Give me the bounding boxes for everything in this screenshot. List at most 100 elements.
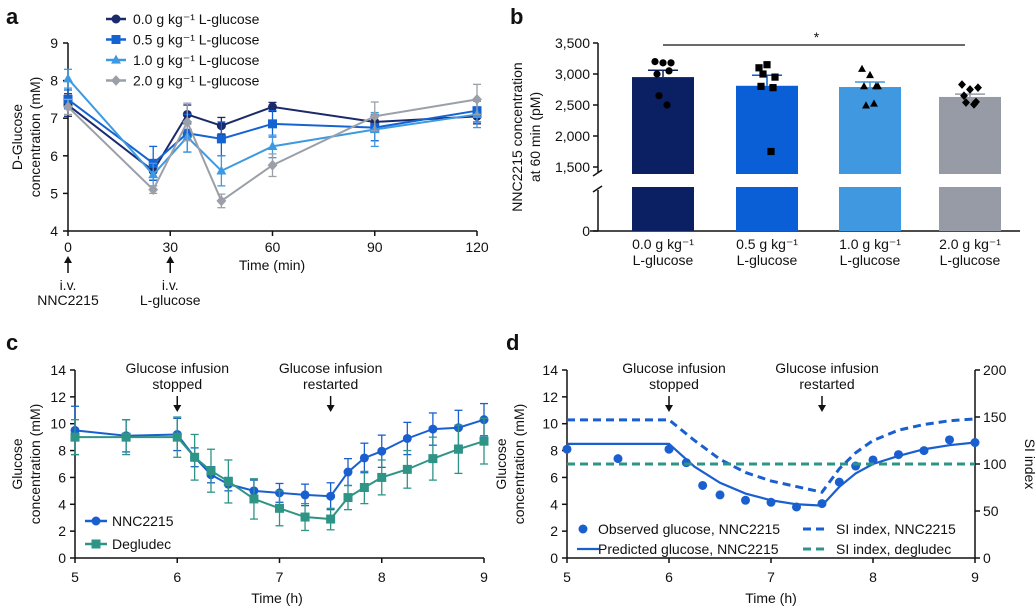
axis-label-line: Glucose <box>9 438 25 490</box>
y-axis-label: NNC2215 concentration at 60 min (pM) <box>509 62 543 211</box>
bar-upper <box>839 87 901 174</box>
data-point <box>428 454 438 464</box>
legend-item: 1.0 g kg⁻¹ L-glucose <box>106 52 260 68</box>
series-1 <box>70 416 489 532</box>
data-point <box>343 493 353 503</box>
y-tick-label: 4 <box>550 496 558 512</box>
data-point <box>655 92 663 100</box>
legend-item: NNC2215 <box>85 513 174 529</box>
data-point <box>613 454 623 464</box>
data-point <box>402 433 412 443</box>
data-point <box>402 464 412 474</box>
data-point <box>148 184 159 196</box>
data-point <box>121 432 131 442</box>
bar-group-0: 0.0 g kg⁻¹L-glucose <box>632 58 694 268</box>
bar-lower <box>736 187 798 231</box>
data-point <box>962 98 970 107</box>
data-point <box>862 101 870 109</box>
data-point <box>698 480 708 490</box>
data-point <box>216 195 227 207</box>
legend-label: SI index, NNC2215 <box>836 521 956 537</box>
panel-label-b: b <box>510 4 523 29</box>
arrow-head <box>818 405 826 412</box>
bar-lower <box>632 187 694 231</box>
data-point <box>767 147 775 156</box>
legend-label: SI index, degludec <box>836 541 951 557</box>
y-axis-label: Glucose concentration (mM) <box>9 404 43 525</box>
legend-marker <box>111 54 121 64</box>
bar-upper <box>632 77 694 174</box>
data-point <box>343 467 353 477</box>
legend-item: SI index, NNC2215 <box>803 521 956 537</box>
x-tick-label: 90 <box>367 239 383 255</box>
y-tick-label: 2,500 <box>555 97 590 113</box>
data-point <box>63 73 73 83</box>
data-point <box>63 101 73 113</box>
category-label: L-glucose <box>940 252 1001 268</box>
data-point <box>860 82 868 90</box>
data-point <box>872 82 880 90</box>
legend-item: 0.0 g kg⁻¹ L-glucose <box>106 11 260 27</box>
arrow-down-icon <box>173 396 182 412</box>
data-point <box>769 84 777 92</box>
legend-marker <box>578 524 588 534</box>
series-2 <box>567 417 976 494</box>
data-point <box>190 452 200 462</box>
y-tick-label: 7 <box>50 110 58 126</box>
annotation-text: stopped <box>152 376 202 392</box>
data-point <box>369 110 380 122</box>
y-tick-label: 14 <box>50 362 66 378</box>
x-tick-label: 5 <box>563 569 571 585</box>
data-point <box>866 70 874 79</box>
data-point <box>667 59 675 67</box>
legend-label: 2.0 g kg⁻¹ L-glucose <box>133 73 260 89</box>
data-point <box>70 432 80 442</box>
data-point <box>651 58 659 66</box>
x-tick-label: 120 <box>465 239 489 255</box>
data-point <box>659 59 667 67</box>
legend-label: Predicted glucose, NNC2215 <box>598 541 779 557</box>
data-point <box>771 73 779 81</box>
y2-tick-label: 200 <box>983 362 1007 378</box>
legend-item: Predicted glucose, NNC2215 <box>577 541 779 557</box>
arrow-head <box>166 256 175 263</box>
annotation-text: i.v. <box>162 277 179 293</box>
axis-label-line: NNC2215 concentration <box>509 62 525 211</box>
data-point <box>249 494 259 504</box>
data-point <box>206 466 216 476</box>
data-point <box>960 91 968 101</box>
y-tick-label: 6 <box>50 148 58 164</box>
axis-label-line: at 60 min (pM) <box>527 92 543 182</box>
annotation-text: stopped <box>649 376 699 392</box>
annotation-text: NNC2215 <box>37 292 99 308</box>
axis-break-mark <box>592 185 603 193</box>
data-point <box>755 64 763 72</box>
x-axis-label: Time (h) <box>251 590 303 606</box>
data-point <box>966 85 974 94</box>
y-tick-label: 4 <box>58 496 66 512</box>
arrow-down-icon <box>665 396 673 412</box>
x-tick-label: 0 <box>64 239 72 255</box>
legend-label: 0.0 g kg⁻¹ L-glucose <box>133 11 260 27</box>
axis-label-line: D-Glucose <box>9 104 25 170</box>
data-point <box>741 495 750 505</box>
y2-axis-label-text: SI index <box>1022 439 1036 490</box>
data-point <box>870 99 878 107</box>
annotation-text: restarted <box>799 376 854 392</box>
x-tick-label: 8 <box>378 569 386 585</box>
category-label: L-glucose <box>633 252 694 268</box>
y-tick-label: 9 <box>50 35 58 51</box>
data-point <box>182 116 193 128</box>
x-tick-label: 8 <box>869 569 877 585</box>
data-point <box>326 514 336 524</box>
y2-tick-label: 150 <box>983 409 1007 425</box>
legend-item: Observed glucose, NNC2215 <box>578 521 780 537</box>
panel-c-chart: 0 2 4 6 8 10 12 14 5 6 7 8 9 Time (h) Glucose concentra… <box>9 360 489 606</box>
legend-marker <box>111 35 121 44</box>
x-tick-label: 6 <box>665 569 673 585</box>
x-tick-label: 9 <box>971 569 979 585</box>
annotation-text: Glucose infusion <box>775 360 879 376</box>
arrow-down-icon <box>326 396 335 412</box>
x-tick-label: 7 <box>767 569 775 585</box>
